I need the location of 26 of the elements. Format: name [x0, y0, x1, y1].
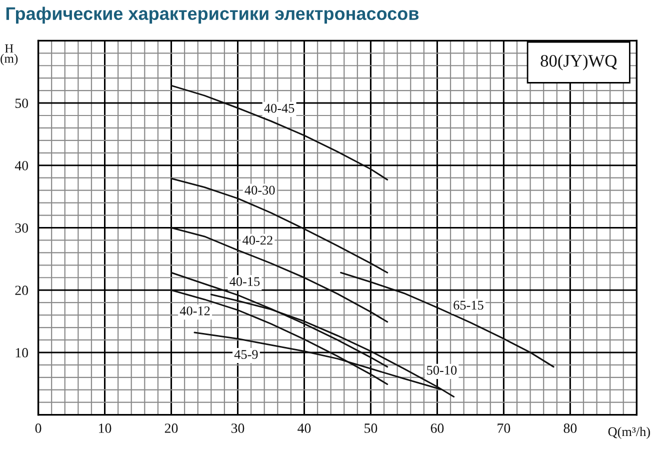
x-tick-label: 70 — [498, 424, 510, 433]
y-tick-label: 10 — [16, 348, 28, 358]
series-label: 40-22 — [242, 236, 272, 245]
x-tick-label: 40 — [298, 424, 311, 433]
series-label: 40-15 — [230, 277, 260, 286]
y-tick-label: 20 — [15, 286, 28, 296]
x-axis-title: Q(m³/h) — [608, 426, 650, 439]
series-label: 40-30 — [244, 186, 275, 195]
y-axis-title: H (m) — [0, 44, 18, 66]
annotation: 80(JY)WQ — [540, 54, 617, 70]
x-tick-label: 80 — [564, 424, 577, 433]
x-tick-label: 10 — [99, 424, 112, 433]
x-tick-label: 30 — [231, 424, 244, 433]
series-label: 65-15 — [454, 300, 484, 310]
series-label: 50-10 — [427, 366, 457, 375]
x-tick-label: 20 — [164, 424, 178, 433]
y-tick-label: 50 — [15, 98, 28, 108]
y-tick-label: 40 — [14, 160, 28, 170]
x-tick-label: 0 — [35, 424, 42, 433]
series-label: 40-45 — [264, 104, 294, 113]
x-tick-label: 60 — [430, 424, 444, 433]
series-label: 40-12 — [180, 306, 210, 316]
y-tick-label: 30 — [15, 223, 28, 233]
x-tick-label: 50 — [364, 424, 378, 433]
chart-title: Графические характеристики электронасосов — [6, 6, 419, 24]
series-label: 45-9 — [234, 350, 258, 359]
